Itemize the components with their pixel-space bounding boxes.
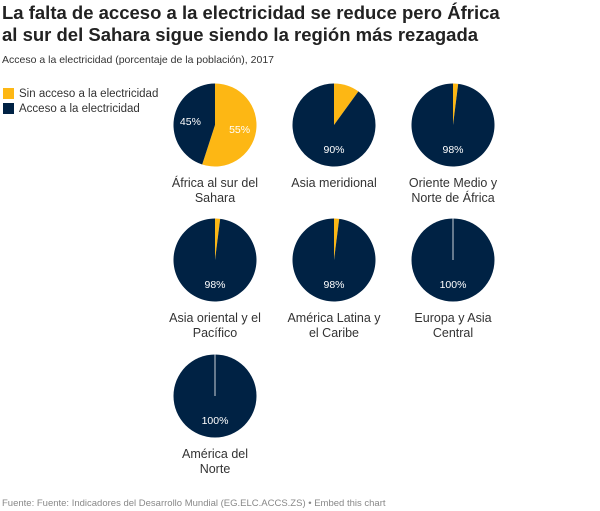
legend-label-acceso: Acceso a la electricidad [19,102,140,115]
pie-slice-sin-acceso[interactable] [202,83,257,167]
pie-region-label: Oriente Medio y Norte de África [388,176,518,206]
pie-region-label: África al sur del Sahara [150,176,280,206]
legend-item-sin-acceso[interactable]: Sin acceso a la electricidad [3,86,158,101]
chart-title-line-2: al sur del Sahara sigue siendo la región… [2,24,479,45]
pie-region-label-line: Asia meridional [291,176,377,190]
pie-slice-sin-acceso[interactable] [334,83,359,126]
pie-region-label-line: Norte [199,462,231,476]
pie-region-label-line: África al sur del [171,176,259,190]
legend-item-acceso[interactable]: Acceso a la electricidad [3,101,158,116]
pie-slice-sin-acceso[interactable] [215,218,221,261]
pie-slice-acceso[interactable] [292,218,376,302]
pie-region-label-line: Central [432,326,474,340]
chart-title: La falta de acceso a la electricidad se … [2,2,598,46]
pie-region-label-line: Sahara [194,191,236,205]
pie-value-label-acceso: 90% [323,144,344,156]
pie-value-label-acceso: 98% [442,144,463,156]
pie-region-label-line: Pacífico [192,326,238,340]
pie-slice-acceso[interactable] [173,83,215,165]
legend: Sin acceso a la electricidad Acceso a la… [3,86,158,116]
pie-region-label-line: el Caribe [308,326,360,340]
pie-region-label-line: Asia oriental y el [169,311,261,325]
pie-region-label-line: América del [182,447,248,461]
legend-swatch-sin-acceso [3,88,14,99]
pie-value-label-acceso: 100% [202,415,229,427]
pie-slice-acceso[interactable] [173,218,257,302]
pie-region-label: América del Norte [150,447,280,477]
pie-value-label-acceso: 98% [204,279,225,291]
pie-region-label: Asia oriental y el Pacífico [150,311,280,341]
legend-label-sin-acceso: Sin acceso a la electricidad [19,87,159,100]
pie-value-label-acceso: 98% [323,279,344,291]
pie-region-label: América Latina y el Caribe [269,311,399,341]
pie-slice-acceso[interactable] [411,83,495,167]
pie-region-label-line: Norte de África [411,191,495,205]
pie-value-label-acceso: 100% [440,279,467,291]
pie-slice-acceso[interactable] [292,83,376,167]
pie-value-label-sin-acceso: 55% [229,124,250,136]
chart-title-line-1: La falta de acceso a la electricidad se … [2,2,500,23]
pie-region-label-line: América Latina y [287,311,381,325]
pie-region-label-line: Europa y Asia [414,311,492,325]
pie-slice-sin-acceso[interactable] [453,83,459,126]
legend-swatch-acceso [3,103,14,114]
pie-region-label: Asia meridional [269,176,399,191]
chart-footer: Fuente: Fuente: Indicadores del Desarrol… [2,498,386,509]
pie-region-label: Europa y Asia Central [388,311,518,341]
pie-value-label-acceso: 45% [180,116,201,128]
chart-subtitle: Acceso a la electricidad (porcentaje de … [2,54,275,66]
pie-region-label-line: Oriente Medio y [408,176,498,190]
pie-slice-sin-acceso[interactable] [334,218,340,261]
